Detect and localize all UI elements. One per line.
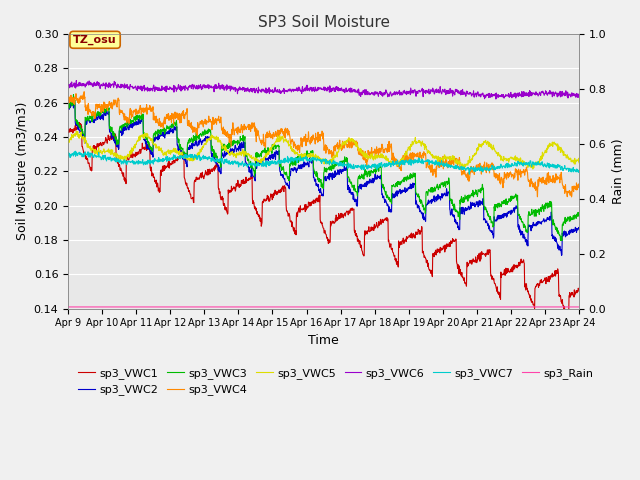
sp3_VWC7 bbox=[575, 169, 583, 175]
Line: sp3_VWC2: sp3_VWC2 bbox=[68, 101, 579, 255]
sp3_VWC4 bbox=[568, 194, 575, 200]
Line: sp3_VWC5: sp3_VWC5 bbox=[68, 132, 579, 169]
sp3_Rain bbox=[235, 304, 243, 310]
sp3_VWC4 bbox=[80, 89, 88, 95]
sp3_VWC7 bbox=[236, 160, 243, 166]
sp3_VWC4 bbox=[403, 156, 411, 162]
sp3_VWC6 bbox=[515, 92, 523, 98]
sp3_VWC7 bbox=[166, 157, 173, 163]
sp3_VWC3 bbox=[64, 105, 72, 111]
sp3_VWC7 bbox=[515, 161, 523, 167]
sp3_VWC2 bbox=[557, 252, 565, 258]
sp3_VWC6 bbox=[470, 88, 477, 94]
sp3_VWC1 bbox=[564, 316, 572, 322]
sp3_Rain bbox=[575, 304, 583, 310]
sp3_VWC6 bbox=[492, 96, 500, 102]
Line: sp3_VWC7: sp3_VWC7 bbox=[68, 151, 579, 174]
Line: sp3_VWC6: sp3_VWC6 bbox=[68, 81, 579, 99]
sp3_VWC4 bbox=[515, 166, 522, 172]
sp3_VWC4 bbox=[179, 112, 186, 118]
Y-axis label: Rain (mm): Rain (mm) bbox=[612, 139, 625, 204]
sp3_Rain bbox=[166, 304, 173, 310]
sp3_VWC5 bbox=[166, 150, 173, 156]
sp3_Rain bbox=[64, 304, 72, 310]
sp3_VWC5 bbox=[72, 129, 80, 134]
sp3_VWC1 bbox=[76, 120, 83, 125]
sp3_Rain bbox=[178, 304, 186, 310]
sp3_VWC5 bbox=[179, 151, 186, 157]
Text: TZ_osu: TZ_osu bbox=[73, 35, 117, 45]
sp3_VWC3 bbox=[470, 194, 477, 200]
sp3_VWC6 bbox=[64, 83, 72, 88]
sp3_VWC6 bbox=[403, 88, 411, 94]
sp3_VWC6 bbox=[575, 94, 583, 99]
sp3_VWC1 bbox=[179, 153, 186, 158]
sp3_VWC4 bbox=[575, 181, 583, 187]
Y-axis label: Soil Moisture (m3/m3): Soil Moisture (m3/m3) bbox=[15, 102, 28, 240]
sp3_VWC5 bbox=[515, 156, 522, 162]
sp3_VWC4 bbox=[470, 164, 477, 169]
sp3_VWC4 bbox=[64, 97, 72, 103]
sp3_VWC3 bbox=[179, 145, 186, 151]
sp3_VWC2 bbox=[470, 203, 477, 208]
sp3_VWC1 bbox=[515, 260, 522, 265]
sp3_VWC5 bbox=[403, 152, 411, 158]
Legend: sp3_VWC1, sp3_VWC2, sp3_VWC3, sp3_VWC4, sp3_VWC5, sp3_VWC6, sp3_VWC7, sp3_Rain: sp3_VWC1, sp3_VWC2, sp3_VWC3, sp3_VWC4, … bbox=[74, 364, 598, 400]
sp3_VWC2 bbox=[166, 130, 173, 136]
sp3_VWC2 bbox=[236, 146, 243, 152]
sp3_VWC5 bbox=[575, 160, 583, 166]
sp3_VWC2 bbox=[403, 186, 411, 192]
sp3_VWC3 bbox=[166, 124, 173, 130]
sp3_VWC3 bbox=[70, 92, 77, 97]
sp3_VWC1 bbox=[575, 287, 583, 292]
sp3_VWC7 bbox=[64, 150, 72, 156]
Line: sp3_VWC4: sp3_VWC4 bbox=[68, 92, 579, 197]
sp3_VWC1 bbox=[403, 236, 411, 242]
sp3_VWC1 bbox=[166, 162, 173, 168]
sp3_VWC5 bbox=[529, 166, 537, 172]
sp3_VWC7 bbox=[470, 166, 477, 172]
sp3_VWC4 bbox=[166, 116, 173, 121]
sp3_VWC2 bbox=[179, 151, 186, 156]
X-axis label: Time: Time bbox=[308, 334, 339, 347]
sp3_VWC6 bbox=[72, 78, 80, 84]
sp3_VWC7 bbox=[179, 154, 186, 160]
sp3_VWC7 bbox=[465, 171, 473, 177]
sp3_VWC2 bbox=[515, 222, 522, 228]
sp3_Rain bbox=[515, 304, 522, 310]
sp3_VWC6 bbox=[166, 84, 173, 90]
sp3_VWC2 bbox=[69, 98, 77, 104]
sp3_VWC3 bbox=[515, 212, 522, 217]
sp3_VWC3 bbox=[558, 238, 566, 243]
sp3_VWC5 bbox=[236, 149, 243, 155]
sp3_VWC1 bbox=[64, 129, 72, 134]
sp3_Rain bbox=[403, 304, 410, 310]
sp3_VWC6 bbox=[236, 86, 243, 92]
sp3_VWC7 bbox=[72, 148, 79, 154]
sp3_VWC3 bbox=[236, 141, 243, 146]
Title: SP3 Soil Moisture: SP3 Soil Moisture bbox=[257, 15, 390, 30]
sp3_VWC2 bbox=[575, 225, 583, 231]
sp3_VWC1 bbox=[470, 258, 477, 264]
sp3_VWC7 bbox=[403, 159, 411, 165]
sp3_VWC5 bbox=[64, 139, 72, 145]
sp3_VWC2 bbox=[64, 104, 72, 109]
Line: sp3_VWC1: sp3_VWC1 bbox=[68, 122, 579, 319]
sp3_VWC6 bbox=[179, 87, 186, 93]
sp3_Rain bbox=[469, 304, 477, 310]
sp3_VWC3 bbox=[575, 212, 583, 217]
sp3_VWC5 bbox=[470, 152, 477, 158]
sp3_VWC4 bbox=[236, 129, 243, 135]
sp3_VWC3 bbox=[403, 177, 411, 183]
Line: sp3_VWC3: sp3_VWC3 bbox=[68, 95, 579, 240]
sp3_VWC1 bbox=[236, 185, 243, 191]
